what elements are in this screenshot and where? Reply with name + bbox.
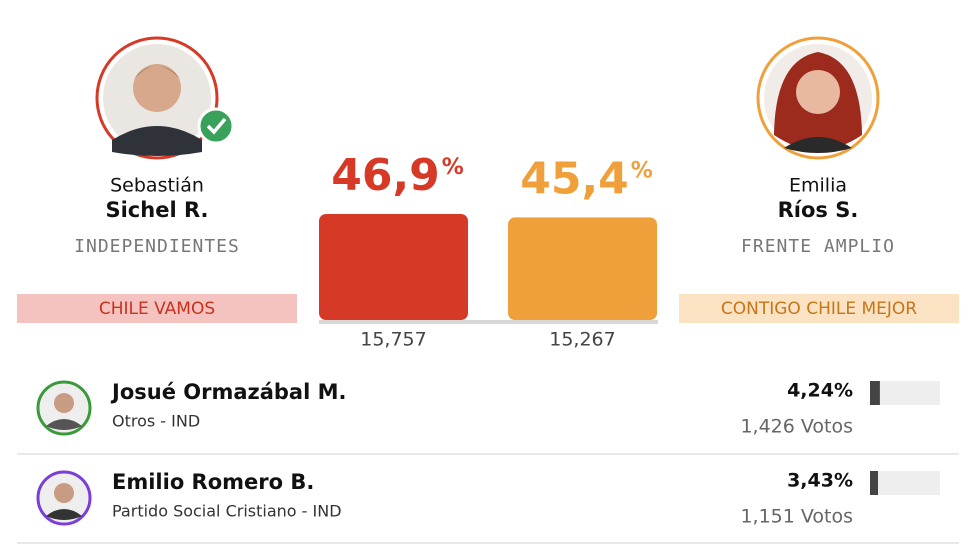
candidate-photo [756,36,880,160]
first-name: Sebastián [110,175,204,197]
progress-fill [870,471,879,495]
percent: 3,43% [787,470,853,492]
party: INDEPENDIENTES [74,236,240,257]
party: FRENTE AMPLIO [741,236,895,257]
progress-fill [870,381,880,405]
coalition-band [679,294,959,323]
candidate-name: Josué Ormazábal M. [110,380,347,404]
winner-check [197,107,235,145]
percent-sign: % [442,155,464,180]
progress-track [870,381,940,405]
candidate-photo [95,36,219,160]
votes: 1,151 Votos [740,506,853,528]
coalition: CHILE VAMOS [99,299,215,319]
percent-sign: % [631,158,653,183]
progress-track [870,471,940,495]
votes: 15,267 [549,329,615,351]
candidate-name: Emilio Romero B. [112,470,314,494]
percent: 45,4 [520,153,629,204]
vote-bar [508,217,657,320]
last-name: Sichel R. [105,198,208,222]
last-name: Ríos S. [778,198,859,222]
coalition: CONTIGO CHILE MEJOR [721,299,917,319]
candidate-party: Partido Social Cristiano - IND [112,502,342,521]
baseline [319,320,658,324]
candidate-party: Otros - IND [112,412,200,431]
percent: 46,9 [331,150,440,201]
avatar [36,380,92,436]
avatar [36,470,92,526]
coalition-band [17,294,297,323]
vote-bar [319,214,468,320]
percent: 4,24% [787,380,853,402]
first-name: Emilia [789,175,847,197]
votes: 1,426 Votos [740,416,853,438]
votes: 15,757 [360,329,426,351]
